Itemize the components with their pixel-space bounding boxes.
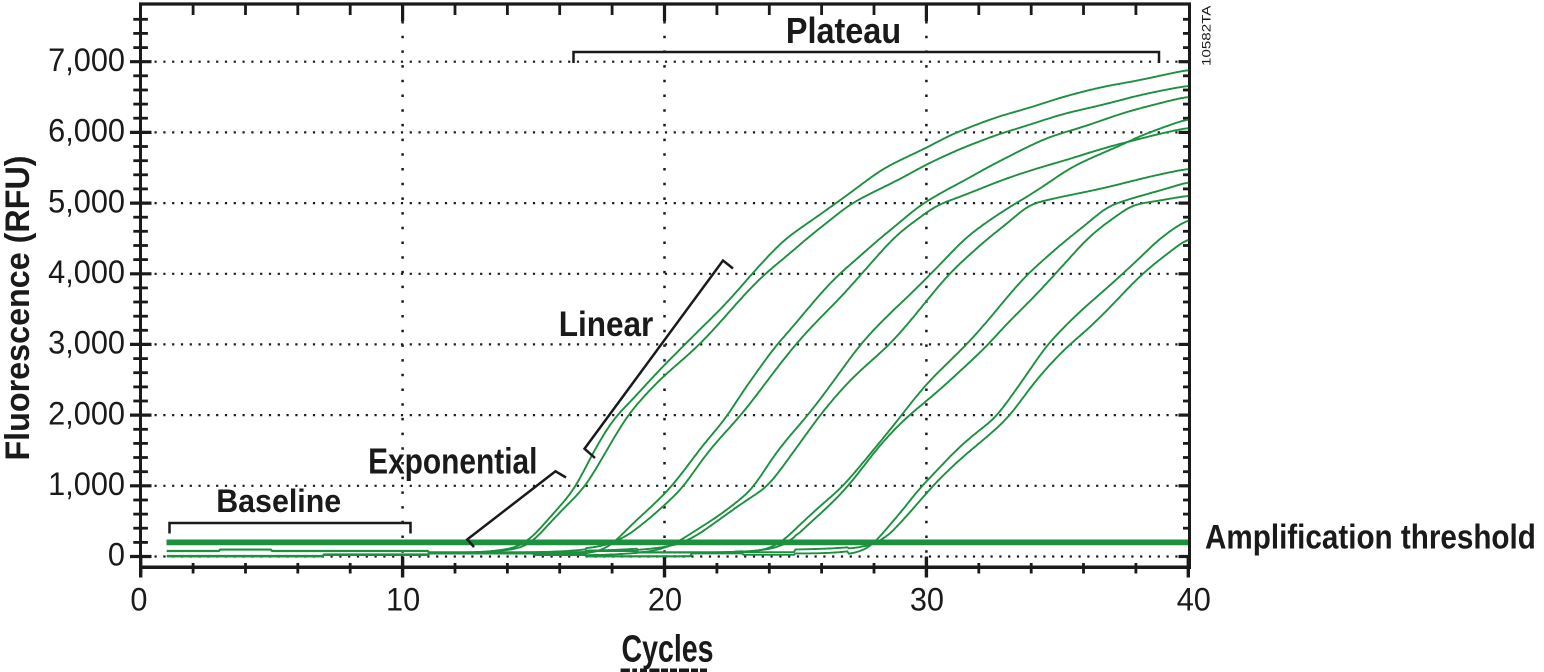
svg-text:10: 10	[386, 582, 420, 618]
svg-text:5,000: 5,000	[48, 184, 125, 220]
svg-text:0: 0	[108, 537, 125, 573]
svg-text:30: 30	[910, 582, 944, 618]
svg-text:Linear: Linear	[559, 306, 654, 345]
svg-text:Baseline: Baseline	[216, 483, 341, 519]
svg-text:2,000: 2,000	[48, 396, 125, 432]
svg-text:Exponential: Exponential	[368, 442, 537, 482]
svg-text:4,000: 4,000	[48, 254, 125, 290]
svg-text:Fluorescence (RFU): Fluorescence (RFU)	[0, 155, 37, 460]
svg-text:0: 0	[130, 582, 147, 618]
svg-text:Amplification threshold: Amplification threshold	[1205, 517, 1536, 555]
svg-text:3,000: 3,000	[48, 325, 125, 361]
svg-text:7,000: 7,000	[48, 42, 125, 78]
svg-text:Cycles: Cycles	[621, 629, 713, 671]
svg-text:10582TA: 10582TA	[1200, 6, 1213, 66]
svg-text:20: 20	[648, 582, 682, 618]
svg-text:6,000: 6,000	[48, 113, 125, 149]
svg-text:40: 40	[1177, 582, 1211, 618]
svg-text:1,000: 1,000	[48, 466, 125, 502]
svg-text:Plateau: Plateau	[786, 11, 901, 51]
